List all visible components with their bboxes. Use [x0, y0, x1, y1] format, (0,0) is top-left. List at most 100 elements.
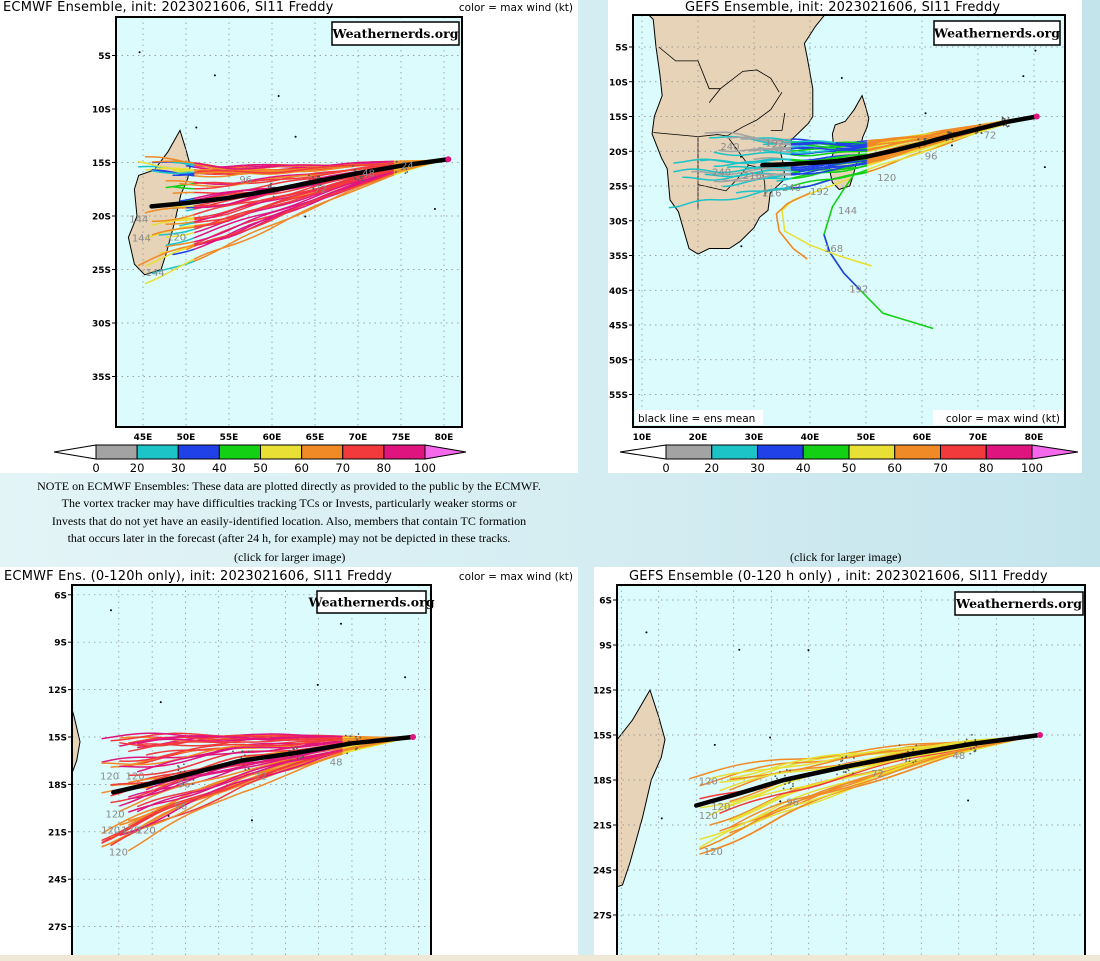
member-track-segment — [248, 215, 257, 219]
member-track-segment — [213, 165, 223, 169]
member-track-segment — [303, 167, 312, 171]
member-track-segment — [186, 218, 195, 221]
member-track-segment — [199, 231, 209, 237]
member-track-segment — [735, 171, 742, 175]
member-track-segment — [924, 135, 931, 139]
member-track-segment — [337, 193, 346, 198]
member-track-segment — [803, 169, 810, 172]
member-track-segment — [303, 191, 312, 195]
member-track-segment — [838, 156, 845, 159]
member-track-segment — [192, 182, 202, 185]
member-track-segment — [371, 178, 381, 183]
member-track-segment — [206, 201, 216, 205]
lon-tick-label: 80E — [435, 433, 454, 443]
member-track-segment — [713, 172, 720, 175]
member-track-segment — [803, 165, 810, 169]
member-track-segment — [385, 170, 395, 174]
member-track-segment — [275, 181, 284, 185]
member-track-segment — [275, 171, 284, 174]
member-track-segment — [834, 143, 841, 146]
member-track-segment — [234, 208, 243, 213]
member-track-segment — [344, 185, 353, 190]
member-track-segment — [709, 172, 715, 175]
member-track-segment — [834, 177, 841, 180]
member-track-segment — [227, 232, 236, 237]
member-track-segment — [682, 168, 689, 171]
member-track-segment — [358, 180, 367, 185]
member-track-segment — [371, 171, 381, 175]
member-track-segment — [722, 153, 729, 156]
member-track-segment — [785, 151, 792, 154]
member-track-segment — [834, 142, 841, 145]
member-track-segment — [726, 184, 733, 187]
member-track-segment — [241, 181, 250, 184]
member-track-segment — [323, 186, 333, 190]
member-track-segment — [812, 165, 819, 169]
lon-tick-label: 30E — [745, 433, 764, 443]
member-track-segment — [812, 172, 819, 175]
member-track-segment — [234, 231, 243, 236]
member-track-segment — [268, 175, 278, 179]
member-track-segment — [144, 279, 154, 285]
member-track-segment — [337, 184, 346, 189]
member-track-segment — [179, 227, 188, 230]
member-track-segment — [248, 217, 257, 222]
member-track-segment — [677, 204, 684, 208]
member-track-segment — [323, 180, 333, 185]
member-track-segment — [316, 197, 326, 202]
member-track-segment — [309, 193, 319, 198]
member-track-segment — [843, 155, 850, 158]
member-track-segment — [261, 198, 271, 202]
member-track-segment — [227, 230, 236, 236]
member-track — [781, 178, 872, 267]
member-track-segment — [744, 180, 751, 184]
member-track-segment — [870, 140, 877, 143]
member-track-segment — [856, 163, 863, 166]
member-track-segment — [959, 126, 966, 129]
member-track-segment — [982, 128, 989, 132]
member-track-segment — [275, 213, 284, 219]
member-track-segment — [220, 175, 229, 178]
member-track-segment — [254, 195, 264, 199]
member-track-segment — [186, 245, 195, 251]
member-track-segment — [829, 141, 836, 144]
member-track-segment — [241, 224, 250, 230]
member-track-segment — [941, 142, 948, 147]
member-track-segment — [316, 171, 326, 174]
member-track-segment — [870, 162, 877, 166]
member-track-segment — [179, 233, 188, 237]
forecast-position-marker — [360, 177, 363, 180]
member-track-segment — [865, 163, 872, 167]
member-track-segment — [199, 167, 209, 170]
member-track-segment — [888, 143, 895, 146]
member-track-segment — [749, 136, 756, 140]
member-track-segment — [901, 140, 908, 143]
member-track-segment — [762, 147, 769, 150]
member-track-segment — [870, 147, 877, 150]
member-track-segment — [128, 736, 139, 740]
member-track-segment — [136, 791, 148, 795]
member-track-segment — [874, 144, 881, 148]
member-track-segment — [847, 154, 854, 157]
member-track-segment — [206, 235, 216, 239]
member-track-segment — [309, 187, 319, 192]
member-track-segment — [364, 176, 374, 181]
member-track-segment — [870, 149, 877, 152]
member-track-segment — [344, 165, 353, 168]
member-track-segment — [378, 164, 388, 167]
member-track-segment — [186, 197, 195, 201]
member-track-segment — [740, 133, 747, 137]
lat-tick-label: 45S — [609, 322, 628, 332]
member-track-segment — [151, 254, 161, 260]
member-track-segment — [172, 158, 181, 162]
forecast-position-marker — [923, 138, 926, 141]
member-track-segment — [865, 162, 872, 166]
member-track-segment — [316, 188, 326, 192]
colorbar-label: 80 — [979, 461, 994, 475]
member-track-segment — [812, 164, 819, 167]
member-track-segment — [330, 186, 339, 191]
member-track-segment — [713, 151, 720, 154]
member-track-segment — [673, 205, 680, 208]
member-track-segment — [234, 202, 243, 206]
